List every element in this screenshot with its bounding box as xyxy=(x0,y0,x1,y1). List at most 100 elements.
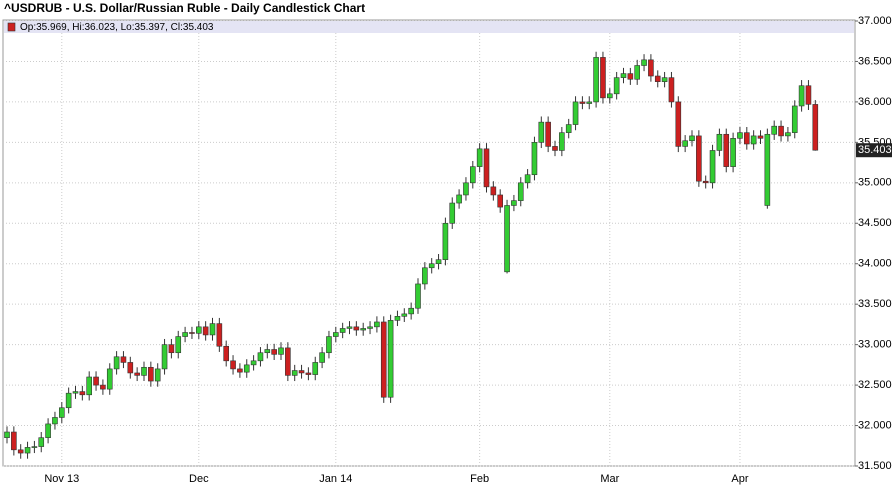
legend-swatch xyxy=(7,22,16,32)
candle-body xyxy=(723,133,730,167)
candle-body xyxy=(182,332,188,337)
candle-body xyxy=(559,132,565,151)
candle-body xyxy=(586,101,593,104)
candle-body xyxy=(511,200,517,206)
candle-body xyxy=(476,148,483,167)
last-price-label: 35.403 xyxy=(858,144,892,156)
candle-body xyxy=(24,447,31,454)
candle-body xyxy=(154,368,161,382)
candle-body xyxy=(764,133,771,206)
y-tick-label: 33.500 xyxy=(858,298,892,310)
candle-body xyxy=(113,356,120,370)
candle-body xyxy=(367,326,373,329)
candle-body xyxy=(422,267,428,285)
x-tick-label: Apr xyxy=(731,473,748,485)
candle-body xyxy=(620,73,627,78)
candle-body xyxy=(606,93,613,99)
candle-body xyxy=(72,391,79,394)
legend-text: Op:35.969, Hi:36.023, Lo:35.397, Cl:35.4… xyxy=(20,22,214,33)
candle-body xyxy=(298,370,305,374)
candle-body xyxy=(504,205,510,273)
candle-body xyxy=(120,356,127,363)
candle-body xyxy=(319,352,325,363)
candle-body xyxy=(435,259,442,265)
candle-body xyxy=(312,362,319,375)
x-tick-label: Feb xyxy=(470,473,489,485)
candle-body xyxy=(456,194,462,204)
candle-body xyxy=(743,132,750,145)
candle-body xyxy=(785,132,791,137)
y-tick-label: 32.000 xyxy=(858,419,892,431)
candle-body xyxy=(332,332,339,337)
candle-body xyxy=(689,135,695,142)
candle-body xyxy=(387,320,394,398)
candle-body xyxy=(4,431,10,438)
candle-body xyxy=(798,85,805,107)
candle-body xyxy=(161,344,168,370)
candle-body xyxy=(100,384,106,390)
candle-body xyxy=(531,142,538,176)
candle-body xyxy=(709,150,716,184)
candle-body xyxy=(771,125,778,135)
y-tick-label: 31.500 xyxy=(858,460,892,472)
candle-body xyxy=(716,133,723,151)
x-tick-label: Dec xyxy=(189,473,209,485)
candle-body xyxy=(702,180,709,184)
candle-body xyxy=(216,323,223,347)
y-tick-label: 33.000 xyxy=(858,339,892,351)
candle-body xyxy=(360,328,367,331)
candle-body xyxy=(408,307,414,315)
legend-bar xyxy=(4,21,854,33)
candle-body xyxy=(579,101,586,104)
candle-body xyxy=(757,135,764,139)
candle-body xyxy=(209,323,216,336)
candle-body xyxy=(778,125,784,137)
candle-body xyxy=(374,321,380,328)
candle-body xyxy=(641,59,647,66)
y-tick-label: 37.000 xyxy=(858,15,892,27)
x-tick-label: Nov 13 xyxy=(44,473,79,485)
x-tick-label: Jan 14 xyxy=(319,473,352,485)
candle-body xyxy=(401,313,408,317)
candle-body xyxy=(675,101,682,147)
candle-body xyxy=(750,135,757,145)
candle-body xyxy=(305,372,312,375)
candle-body xyxy=(517,182,524,201)
candle-body xyxy=(291,370,298,376)
y-tick-label: 32.500 xyxy=(858,379,892,391)
candle-body xyxy=(79,391,86,396)
candle-body xyxy=(552,146,558,151)
candle-body xyxy=(278,347,284,355)
candle-body xyxy=(58,407,65,418)
candle-body xyxy=(11,431,17,451)
candle-body xyxy=(538,121,545,143)
candle-body xyxy=(524,174,531,184)
candle-body xyxy=(196,326,202,334)
candle-body xyxy=(346,326,353,329)
candle-body xyxy=(271,349,277,355)
candle-body xyxy=(572,101,579,125)
candle-body xyxy=(264,349,271,354)
candle-body xyxy=(497,194,504,208)
candle-body xyxy=(380,321,387,398)
candle-body xyxy=(175,336,182,354)
candle-body xyxy=(545,121,551,147)
candle-body xyxy=(812,104,819,151)
candle-body xyxy=(613,77,620,95)
candle-body xyxy=(52,417,58,425)
candle-body xyxy=(668,77,675,103)
candle-body xyxy=(469,166,476,184)
candle-body xyxy=(230,360,236,370)
candle-body xyxy=(285,347,291,376)
candle-body xyxy=(490,186,497,196)
candle-body xyxy=(141,366,147,376)
candle-body xyxy=(463,182,469,196)
chart-title: ^USDRUB - U.S. Dollar/Russian Ruble - Da… xyxy=(4,1,365,15)
candle-body xyxy=(737,132,743,139)
candle-body xyxy=(134,372,140,376)
candle-body xyxy=(565,124,572,133)
y-tick-label: 36.000 xyxy=(858,96,892,108)
candle-body xyxy=(449,202,456,224)
candle-body xyxy=(168,344,175,354)
